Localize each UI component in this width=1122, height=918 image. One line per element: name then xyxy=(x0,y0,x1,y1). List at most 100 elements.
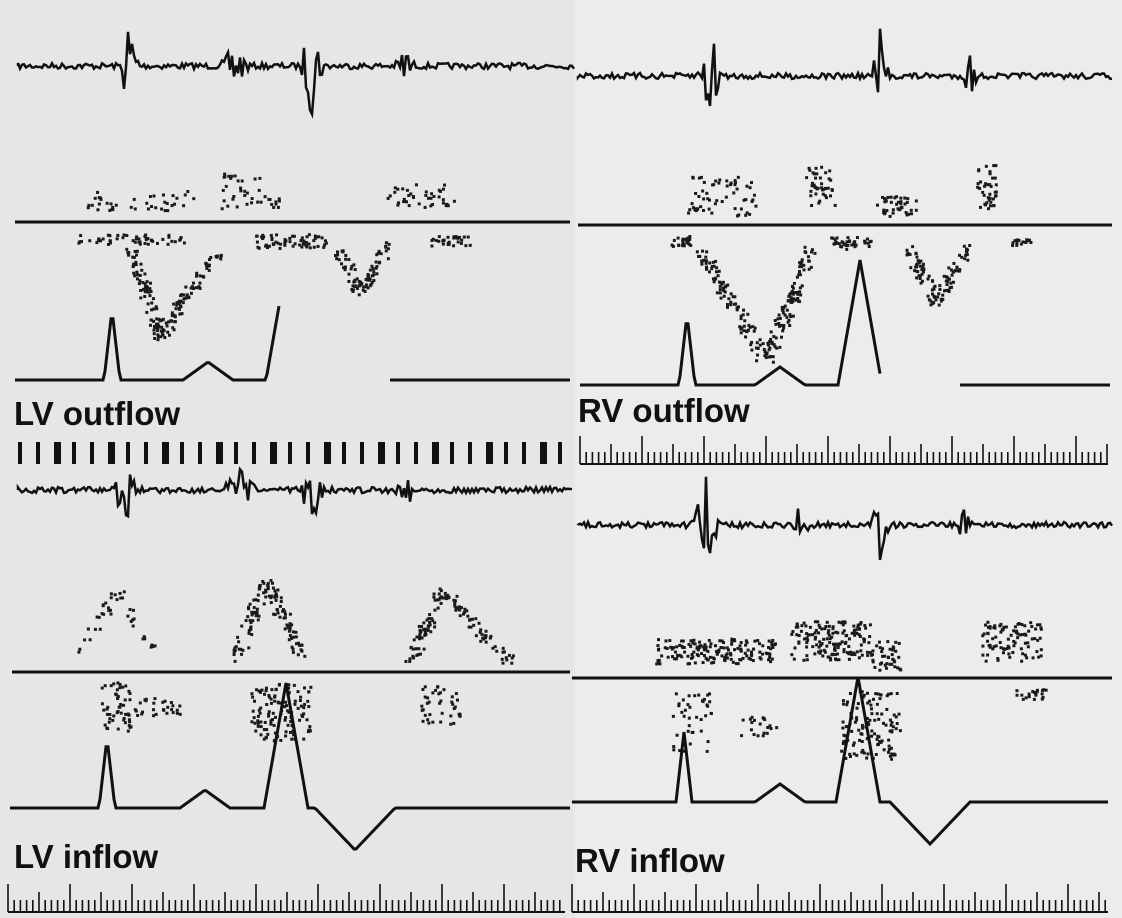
phonocardiogram xyxy=(576,476,1114,561)
doppler-speckle xyxy=(671,655,675,659)
doppler-speckle xyxy=(231,197,235,201)
doppler-speckle xyxy=(221,188,225,192)
doppler-speckle xyxy=(127,251,131,255)
doppler-speckle xyxy=(729,183,733,187)
doppler-speckle xyxy=(1035,690,1039,694)
doppler-speckle xyxy=(79,234,83,238)
doppler-speckle xyxy=(841,631,845,635)
doppler-speckle xyxy=(402,197,406,201)
doppler-speckle xyxy=(743,651,747,655)
doppler-speckle xyxy=(269,596,273,600)
doppler-speckle xyxy=(820,627,824,631)
doppler-speckle xyxy=(749,657,753,661)
doppler-speckle xyxy=(915,255,919,259)
doppler-speckle xyxy=(256,719,260,723)
doppler-speckle xyxy=(845,247,849,251)
doppler-speckle xyxy=(302,737,306,741)
doppler-speckle xyxy=(449,722,453,726)
doppler-speckle xyxy=(409,646,413,650)
doppler-speckle xyxy=(831,627,835,631)
doppler-speckle xyxy=(931,279,935,283)
doppler-speckle xyxy=(111,208,115,212)
doppler-speckle xyxy=(866,752,870,756)
doppler-speckle xyxy=(730,637,734,641)
doppler-speckle xyxy=(257,188,261,192)
doppler-speckle xyxy=(302,239,306,243)
doppler-speckle xyxy=(161,237,165,241)
doppler-speckle xyxy=(417,202,421,206)
doppler-speckle xyxy=(437,597,441,601)
doppler-speckle xyxy=(441,198,445,202)
doppler-speckle xyxy=(149,645,153,649)
doppler-speckle xyxy=(828,169,832,173)
doppler-speckle xyxy=(775,726,779,730)
doppler-speckle xyxy=(993,624,997,628)
doppler-speckle xyxy=(738,644,742,648)
doppler-speckle xyxy=(931,301,935,305)
doppler-speckle xyxy=(420,708,424,712)
doppler-speckle xyxy=(701,699,705,703)
doppler-speckle xyxy=(845,633,849,637)
doppler-speckle xyxy=(312,245,316,249)
doppler-speckle xyxy=(917,261,921,265)
doppler-speckle xyxy=(156,329,160,333)
doppler-speckle xyxy=(291,630,295,634)
doppler-speckle xyxy=(119,596,123,600)
doppler-speckle xyxy=(797,634,801,638)
doppler-speckle xyxy=(178,301,182,305)
doppler-speckle xyxy=(984,182,988,186)
doppler-speckle xyxy=(800,265,804,269)
doppler-speckle xyxy=(150,301,154,305)
doppler-speckle xyxy=(186,190,190,194)
doppler-speckle xyxy=(796,299,800,303)
doppler-speckle xyxy=(745,211,749,215)
doppler-speckle xyxy=(347,272,351,276)
doppler-speckle xyxy=(896,200,900,204)
doppler-speckle xyxy=(695,250,699,254)
doppler-speckle xyxy=(867,722,871,726)
doppler-speckle xyxy=(783,313,787,317)
doppler-speckle xyxy=(153,644,157,648)
doppler-speckle xyxy=(357,284,361,288)
doppler-speckle xyxy=(306,699,310,703)
doppler-speckle xyxy=(305,235,309,239)
doppler-speckle xyxy=(834,630,838,634)
doppler-speckle xyxy=(296,690,300,694)
doppler-speckle xyxy=(446,242,450,246)
doppler-speckle xyxy=(914,199,918,203)
doppler-speckle xyxy=(106,727,110,731)
doppler-speckle xyxy=(269,233,273,237)
doppler-speckle xyxy=(252,716,256,720)
doppler-speckle xyxy=(982,193,986,197)
doppler-speckle xyxy=(745,184,749,188)
doppler-speckle xyxy=(796,297,800,301)
doppler-speckle xyxy=(179,299,183,303)
doppler-speckle xyxy=(97,615,101,619)
doppler-speckle xyxy=(108,713,112,717)
doppler-speckle xyxy=(846,651,850,655)
doppler-speckle xyxy=(263,692,267,696)
doppler-speckle xyxy=(938,287,942,291)
doppler-speckle xyxy=(829,194,833,198)
doppler-speckle xyxy=(888,662,892,666)
doppler-speckle xyxy=(437,692,441,696)
doppler-speckle xyxy=(166,242,170,246)
doppler-speckle xyxy=(977,169,981,173)
doppler-speckle xyxy=(1039,648,1043,652)
doppler-speckle xyxy=(344,253,348,257)
doppler-speckle xyxy=(660,654,664,658)
doppler-speckle xyxy=(733,295,737,299)
doppler-speckle xyxy=(294,642,298,646)
doppler-speckle xyxy=(1023,653,1027,657)
doppler-speckle xyxy=(663,646,667,650)
doppler-speckle xyxy=(762,731,766,735)
doppler-speckle xyxy=(264,736,268,740)
doppler-speckle xyxy=(770,657,774,661)
doppler-speckle xyxy=(768,655,772,659)
doppler-speckle xyxy=(795,633,799,637)
doppler-speckle xyxy=(666,655,670,659)
doppler-speckle xyxy=(301,714,305,718)
doppler-speckle xyxy=(944,279,948,283)
doppler-speckle xyxy=(823,650,827,654)
doppler-speckle xyxy=(145,310,149,314)
